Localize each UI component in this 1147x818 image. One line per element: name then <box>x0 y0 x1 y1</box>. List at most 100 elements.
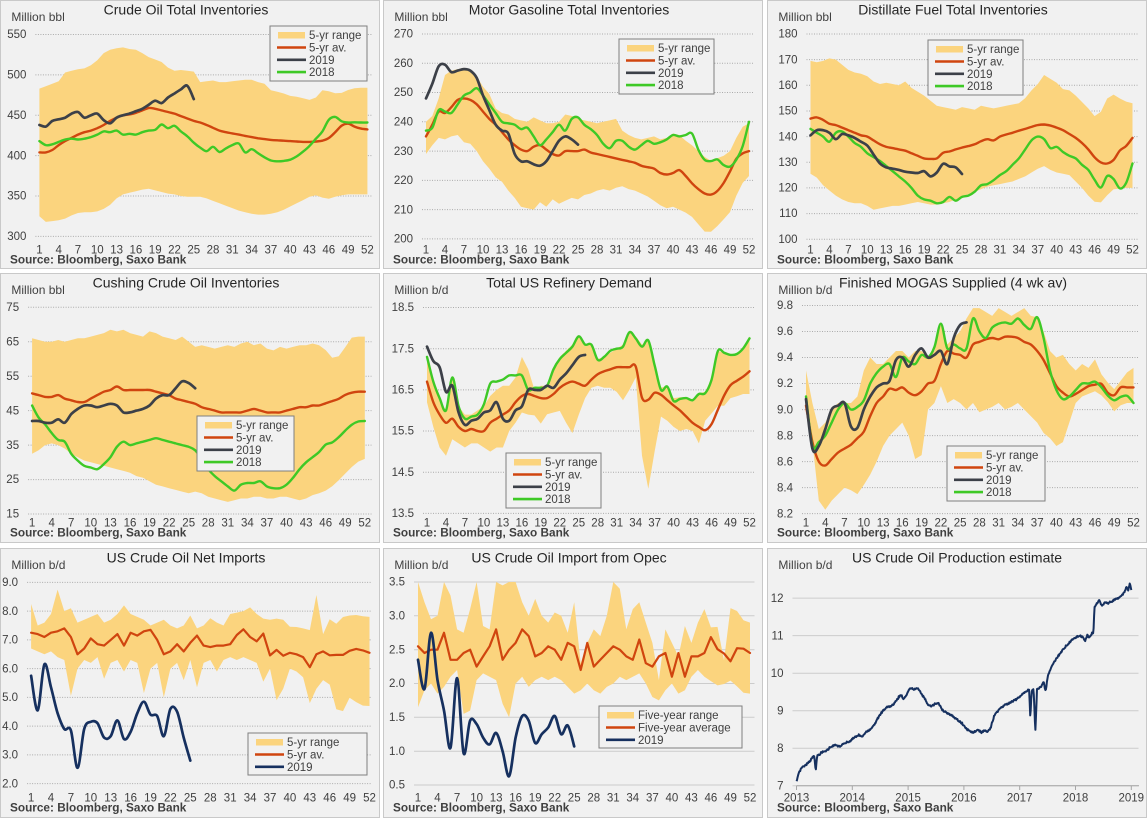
svg-text:18.5: 18.5 <box>392 302 414 314</box>
svg-text:2018: 2018 <box>1063 793 1089 805</box>
svg-text:Million bbl: Million bbl <box>11 283 64 297</box>
svg-text:2019: 2019 <box>967 69 993 81</box>
svg-text:16.5: 16.5 <box>392 385 414 397</box>
svg-text:7: 7 <box>461 245 467 257</box>
svg-text:17.5: 17.5 <box>392 343 414 355</box>
svg-text:52: 52 <box>1126 245 1139 257</box>
svg-text:9.6: 9.6 <box>777 326 793 338</box>
svg-text:46: 46 <box>1089 518 1102 530</box>
svg-text:22: 22 <box>168 245 181 257</box>
svg-text:46: 46 <box>705 518 718 530</box>
svg-text:52: 52 <box>358 518 371 530</box>
svg-text:19: 19 <box>915 518 928 530</box>
svg-text:19: 19 <box>529 793 542 805</box>
svg-text:7: 7 <box>841 518 847 530</box>
svg-text:10: 10 <box>861 245 874 257</box>
svg-text:Source: Bloomberg, Saxo Bank: Source: Bloomberg, Saxo Bank <box>393 526 570 540</box>
svg-text:22: 22 <box>553 518 566 530</box>
svg-text:31: 31 <box>610 245 623 257</box>
svg-text:5-yr range: 5-yr range <box>967 44 1019 56</box>
svg-text:34: 34 <box>244 793 257 805</box>
svg-text:37: 37 <box>261 518 274 530</box>
svg-text:4.0: 4.0 <box>2 721 18 733</box>
svg-text:7: 7 <box>845 245 851 257</box>
svg-text:210: 210 <box>394 204 413 216</box>
svg-text:3.0: 3.0 <box>389 611 405 623</box>
svg-text:9.8: 9.8 <box>777 300 793 312</box>
svg-text:34: 34 <box>1012 518 1025 530</box>
svg-text:2019: 2019 <box>287 762 313 774</box>
svg-text:75: 75 <box>6 302 19 314</box>
svg-text:28: 28 <box>591 245 604 257</box>
svg-text:25: 25 <box>956 245 969 257</box>
svg-text:10: 10 <box>470 793 483 805</box>
svg-text:19: 19 <box>534 518 547 530</box>
svg-text:5-yr range: 5-yr range <box>545 457 597 469</box>
svg-text:8: 8 <box>777 743 783 755</box>
svg-text:200: 200 <box>394 234 413 246</box>
svg-text:28: 28 <box>973 518 986 530</box>
svg-text:250: 250 <box>394 87 413 99</box>
svg-text:46: 46 <box>319 518 332 530</box>
svg-text:13: 13 <box>104 793 117 805</box>
svg-text:2.0: 2.0 <box>389 678 405 690</box>
svg-text:Cushing Crude Oil Inventories: Cushing Crude Oil Inventories <box>93 275 280 291</box>
svg-text:7: 7 <box>454 793 460 805</box>
svg-text:46: 46 <box>705 245 718 257</box>
svg-text:2013: 2013 <box>784 793 810 805</box>
svg-text:28: 28 <box>204 793 217 805</box>
svg-text:5-yr av.: 5-yr av. <box>986 463 1024 475</box>
svg-text:1: 1 <box>36 245 42 257</box>
svg-text:55: 55 <box>6 371 19 383</box>
svg-text:7: 7 <box>462 518 468 530</box>
svg-text:46: 46 <box>1088 245 1101 257</box>
svg-text:1.0: 1.0 <box>389 746 405 758</box>
svg-text:Million bbl: Million bbl <box>394 10 447 24</box>
svg-text:52: 52 <box>744 793 757 805</box>
svg-text:270: 270 <box>394 29 413 41</box>
svg-text:16: 16 <box>896 518 909 530</box>
svg-text:Source: Bloomberg, Saxo Bank: Source: Bloomberg, Saxo Bank <box>393 253 570 267</box>
svg-text:1: 1 <box>807 245 813 257</box>
svg-text:16: 16 <box>124 518 137 530</box>
svg-text:10: 10 <box>84 793 97 805</box>
svg-text:1: 1 <box>29 518 35 530</box>
svg-text:49: 49 <box>724 245 737 257</box>
svg-text:31: 31 <box>226 245 239 257</box>
svg-text:4: 4 <box>822 518 829 530</box>
svg-text:10: 10 <box>478 518 491 530</box>
svg-text:5-yr range: 5-yr range <box>287 737 339 749</box>
svg-text:7: 7 <box>75 245 81 257</box>
svg-text:37: 37 <box>646 793 659 805</box>
svg-text:10: 10 <box>771 668 784 680</box>
svg-text:7.0: 7.0 <box>2 635 18 647</box>
svg-text:Crude Oil Total Inventories: Crude Oil Total Inventories <box>104 2 269 18</box>
svg-text:40: 40 <box>1050 518 1063 530</box>
svg-text:25: 25 <box>182 518 195 530</box>
svg-text:2019: 2019 <box>658 68 684 80</box>
svg-text:16: 16 <box>124 793 137 805</box>
svg-text:46: 46 <box>323 793 336 805</box>
svg-text:16: 16 <box>509 793 522 805</box>
svg-text:43: 43 <box>686 518 699 530</box>
svg-text:12: 12 <box>771 593 784 605</box>
svg-text:3.0: 3.0 <box>2 750 18 762</box>
svg-text:550: 550 <box>7 29 26 41</box>
svg-text:40: 40 <box>284 245 297 257</box>
svg-text:52: 52 <box>361 245 374 257</box>
svg-text:Million b/d: Million b/d <box>778 283 832 297</box>
svg-text:43: 43 <box>686 245 699 257</box>
svg-text:2018: 2018 <box>545 494 571 506</box>
svg-text:7: 7 <box>68 518 74 530</box>
svg-text:46: 46 <box>322 245 335 257</box>
svg-text:140: 140 <box>778 131 797 143</box>
svg-text:Million b/d: Million b/d <box>394 283 448 297</box>
svg-text:52: 52 <box>743 245 756 257</box>
svg-text:19: 19 <box>144 793 157 805</box>
svg-text:9.0: 9.0 <box>2 577 18 589</box>
svg-text:2.5: 2.5 <box>389 644 405 656</box>
svg-text:43: 43 <box>300 518 313 530</box>
svg-text:13: 13 <box>880 245 893 257</box>
svg-text:40: 40 <box>667 245 680 257</box>
svg-text:34: 34 <box>629 245 642 257</box>
